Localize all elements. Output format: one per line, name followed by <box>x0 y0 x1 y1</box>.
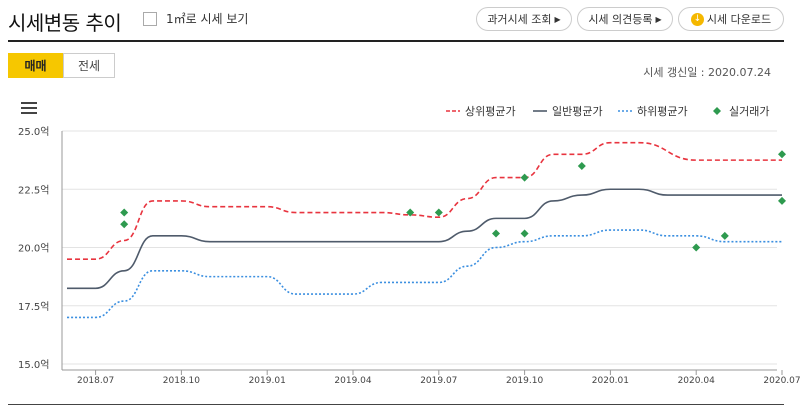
past-price-button[interactable]: 과거시세 조회 ▶ <box>476 7 572 31</box>
sqm-checkbox[interactable] <box>143 12 157 26</box>
tab-sale[interactable]: 매매 <box>8 53 63 78</box>
footer-divider <box>8 404 784 405</box>
series-general-line <box>67 188 782 290</box>
download-icon: ↓ <box>690 12 704 26</box>
actual-trade-point <box>692 243 701 252</box>
series-upper-line <box>67 141 782 260</box>
arrow-right-icon: ▶ <box>655 14 662 24</box>
price-download-label: 시세 다운로드 <box>706 13 772 26</box>
legend-label: 상위평균가 <box>465 105 516 118</box>
x-tick-label: 2020.04 <box>678 376 715 386</box>
y-tick-label: 17.5억 <box>18 301 49 313</box>
x-tick-label: 2018.07 <box>77 376 114 386</box>
x-tick-label: 2019.10 <box>506 376 543 386</box>
actual-trade-point <box>120 208 129 217</box>
price-download-button[interactable]: ↓ 시세 다운로드 <box>678 7 784 31</box>
actual-trade-point <box>577 161 586 170</box>
x-tick-label: 2020.07 <box>763 376 800 386</box>
arrow-right-icon: ▶ <box>554 14 561 24</box>
series-lower-line <box>67 229 782 319</box>
x-tick-label: 2019.07 <box>420 376 457 386</box>
section-title: 시세변동 추이 <box>8 11 122 35</box>
x-tick-label: 2018.10 <box>163 376 200 386</box>
sqm-checkbox-label: 1㎡로 시세 보기 <box>166 12 249 26</box>
header-divider <box>8 40 784 42</box>
x-tick-label: 2019.04 <box>334 376 371 386</box>
actual-trade-point <box>778 196 786 205</box>
price-opinion-button[interactable]: 시세 의견등록 ▶ <box>577 7 673 31</box>
actual-trade-point <box>492 229 500 238</box>
actual-trade-point <box>778 150 786 159</box>
actual-trade-point <box>520 229 529 238</box>
actual-trade-point <box>120 220 129 229</box>
actual-trade-point <box>434 208 443 217</box>
actual-trade-point <box>720 231 729 240</box>
update-date: 시세 갱신일 : 2020.07.24 <box>643 66 771 79</box>
tab-jeonse[interactable]: 전세 <box>63 53 115 78</box>
y-tick-label: 25.0억 <box>18 126 49 138</box>
price-opinion-label: 시세 의견등록 <box>588 13 653 26</box>
chart-menu-icon[interactable] <box>21 102 37 117</box>
actual-trade-point <box>406 208 415 217</box>
x-tick-label: 2019.01 <box>249 376 286 386</box>
past-price-label: 과거시세 조회 <box>487 13 552 26</box>
legend-label: 하위평균가 <box>637 104 688 118</box>
x-tick-label: 2020.01 <box>592 376 629 386</box>
y-tick-label: 20.0억 <box>18 243 49 255</box>
legend-swatch <box>713 107 721 115</box>
legend-label: 실거래가 <box>729 105 769 118</box>
y-tick-label: 15.0억 <box>18 359 49 371</box>
y-tick-label: 22.5억 <box>18 184 49 196</box>
legend-label: 일반평균가 <box>552 104 603 118</box>
actual-trade-point <box>520 173 529 182</box>
